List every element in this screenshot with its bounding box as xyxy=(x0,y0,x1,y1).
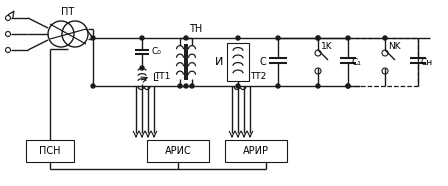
Circle shape xyxy=(276,36,280,40)
Text: АРИР: АРИР xyxy=(243,146,269,156)
Circle shape xyxy=(276,84,280,88)
Circle shape xyxy=(346,36,350,40)
Circle shape xyxy=(91,36,95,40)
Text: L: L xyxy=(153,73,159,83)
Circle shape xyxy=(383,36,387,40)
Circle shape xyxy=(236,84,240,88)
Text: TT2: TT2 xyxy=(250,72,266,81)
Circle shape xyxy=(316,84,320,88)
Text: И: И xyxy=(215,57,223,67)
Text: АРИС: АРИС xyxy=(164,146,191,156)
Text: C: C xyxy=(259,57,266,67)
Text: TT1: TT1 xyxy=(154,72,170,81)
Bar xyxy=(225,140,287,162)
Text: C₁: C₁ xyxy=(351,57,361,67)
Text: 1K: 1K xyxy=(321,41,332,51)
Circle shape xyxy=(184,36,188,40)
Text: TН: TН xyxy=(189,24,202,34)
Circle shape xyxy=(140,66,144,70)
Circle shape xyxy=(91,84,95,88)
Text: ПCН: ПCН xyxy=(39,146,61,156)
Circle shape xyxy=(346,84,350,88)
Bar xyxy=(147,140,209,162)
Bar xyxy=(227,43,249,81)
Circle shape xyxy=(190,84,194,88)
Circle shape xyxy=(346,84,350,88)
Circle shape xyxy=(316,36,320,40)
Circle shape xyxy=(316,36,320,40)
Text: C₀: C₀ xyxy=(151,46,161,55)
Bar xyxy=(26,140,74,162)
Circle shape xyxy=(140,36,144,40)
Text: ПT: ПT xyxy=(61,7,75,17)
Circle shape xyxy=(236,36,240,40)
Text: NK: NK xyxy=(388,41,401,51)
Text: Cн: Cн xyxy=(421,57,433,67)
Circle shape xyxy=(184,84,188,88)
Circle shape xyxy=(178,84,182,88)
